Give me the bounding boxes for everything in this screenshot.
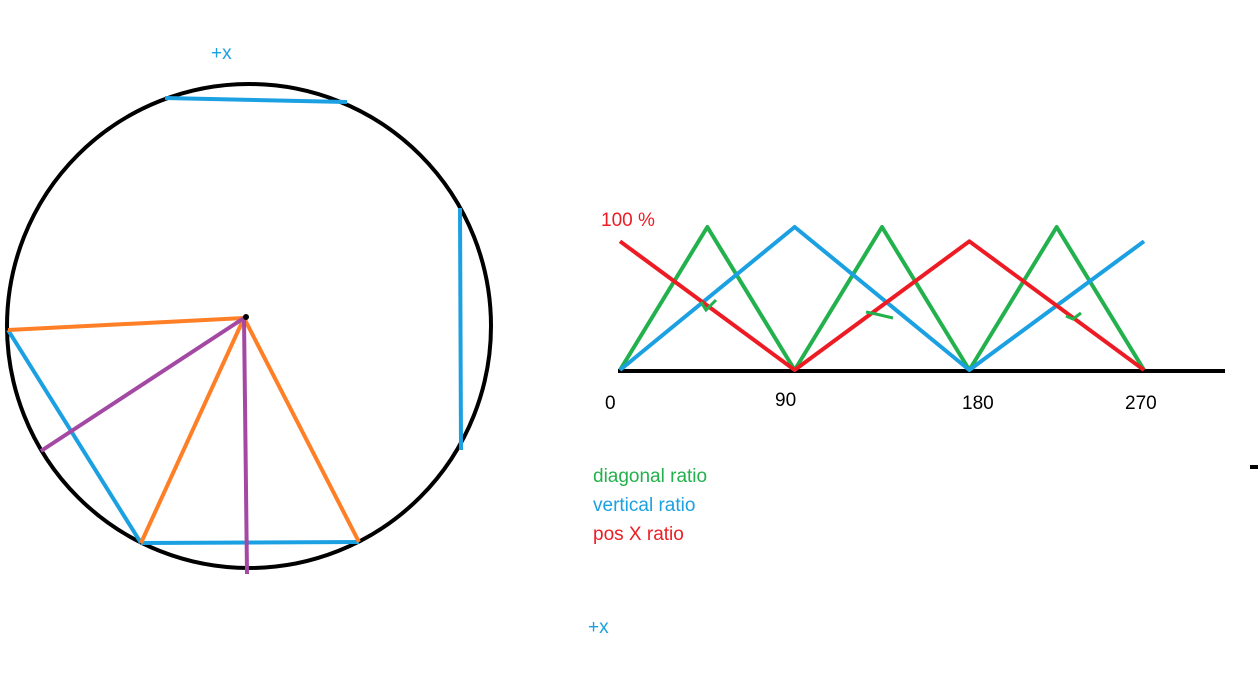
green-mark xyxy=(1065,311,1082,321)
plus-x-label-top: +x xyxy=(211,43,232,64)
ratio-chart xyxy=(618,225,1225,373)
tick-label: 180 xyxy=(962,393,994,414)
series-line-green xyxy=(618,225,1146,372)
blue-top-chord xyxy=(164,96,348,104)
blue-left-chord xyxy=(6,328,143,545)
tick-label: 0 xyxy=(605,393,616,414)
legend: diagonal ratio vertical ratio pos X rati… xyxy=(593,466,707,553)
green-mark xyxy=(699,298,718,313)
circle xyxy=(5,82,493,570)
hundred-percent-label: 100 % xyxy=(601,210,655,231)
center-dot xyxy=(243,314,249,320)
orange-down-right-line xyxy=(242,317,361,543)
green-mark xyxy=(865,310,894,320)
blue-bottom-chord xyxy=(140,540,360,545)
tick-label: 90 xyxy=(775,390,797,411)
orange-left-line xyxy=(7,316,245,332)
orange-down-left-line xyxy=(139,317,246,544)
purple-diagonal-line xyxy=(39,316,246,453)
plus-x-label-bottom: +x xyxy=(588,617,609,638)
purple-vertical-line xyxy=(242,317,249,575)
circle-figure xyxy=(5,82,493,575)
tick-label: 270 xyxy=(1125,393,1157,414)
series-line-red xyxy=(618,239,1146,372)
legend-vertical-ratio: vertical ratio xyxy=(593,495,696,516)
edge-mark xyxy=(1250,465,1258,469)
legend-diagonal-ratio: diagonal ratio xyxy=(593,466,708,487)
series-layer xyxy=(618,225,1146,372)
blue-right-chord xyxy=(458,207,463,451)
legend-pos-x-ratio: pos X ratio xyxy=(593,524,684,545)
